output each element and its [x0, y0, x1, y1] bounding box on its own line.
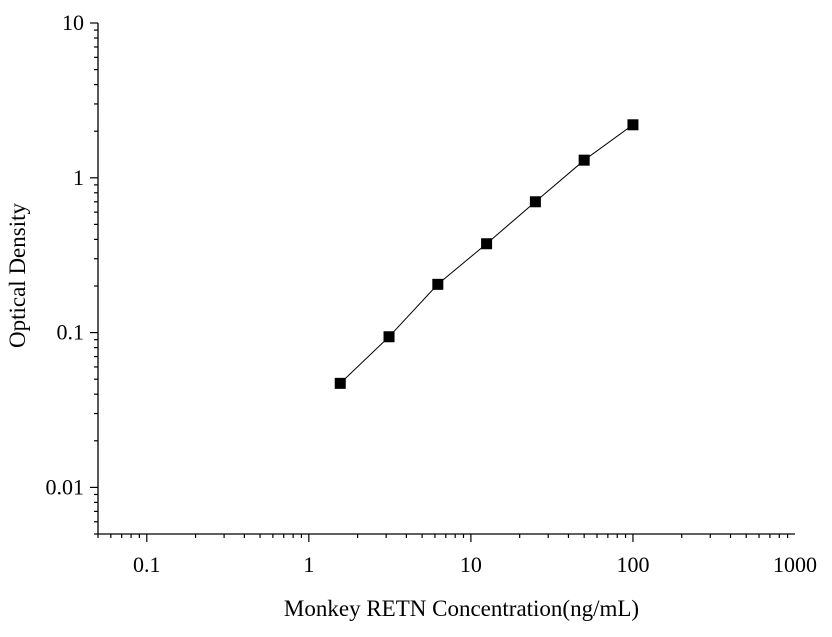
- y-tick-label: 0.1: [57, 320, 85, 345]
- data-point: [529, 196, 541, 208]
- axes-group: 0.1 1 10 100 1000 0.01 0.1 1 10: [46, 10, 818, 577]
- x-tick-label: 1: [303, 552, 314, 577]
- y-axis-title: Optical Density: [5, 203, 30, 348]
- x-tick-label: 1000: [773, 552, 817, 577]
- y-tick-label: 0.01: [46, 474, 85, 499]
- y-tick-label: 1: [73, 165, 84, 190]
- x-axis-title: Monkey RETN Concentration(ng/mL): [284, 596, 639, 621]
- data-point: [627, 119, 639, 131]
- data-point: [432, 278, 444, 290]
- y-tick-label: 10: [62, 10, 84, 35]
- x-tick-label: 0.1: [133, 552, 161, 577]
- data-point: [383, 331, 395, 343]
- data-point: [578, 154, 590, 166]
- data-point: [481, 238, 493, 250]
- x-tick-label: 10: [460, 552, 482, 577]
- plot-area: [334, 119, 639, 389]
- data-point: [334, 377, 346, 389]
- x-tick-label: 100: [616, 552, 649, 577]
